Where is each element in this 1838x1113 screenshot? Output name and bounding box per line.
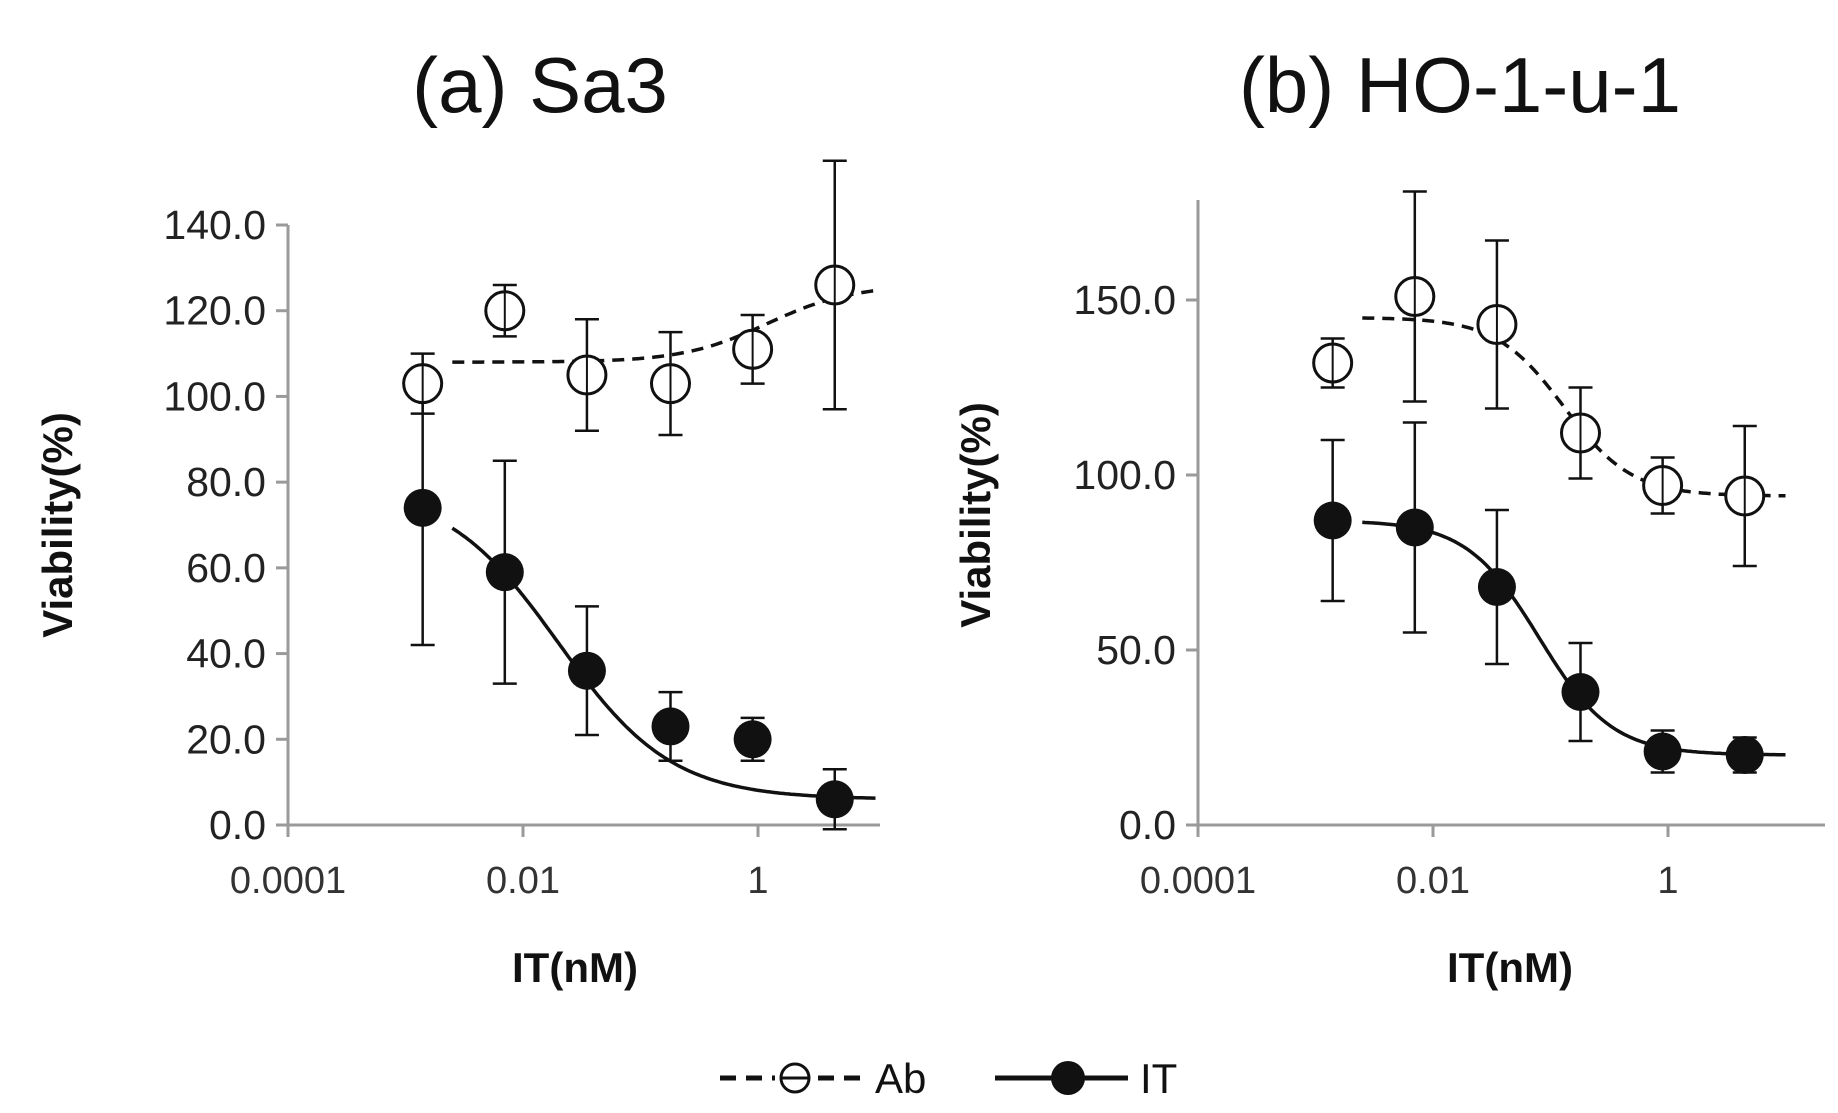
it-data-point [1313,501,1352,540]
it-data-point [1561,673,1600,711]
it-data-point [733,720,772,759]
panel-a-plot-area [402,159,876,831]
y-tick-label: 0.0 [1119,802,1176,848]
panel-a-y-label: Viability(%) [34,412,81,638]
it-data-point [815,780,854,819]
panel-b-x-ticks: 0.0001 0.01 1 [1140,825,1679,902]
x-tick-label: 0.0001 [230,860,346,902]
legend-it-label: IT [1140,1055,1177,1102]
panel-b-plot-area [1312,190,1786,774]
x-tick-label: 1 [1657,860,1678,902]
it-fit-curve [1362,520,1786,757]
panel-a-x-label: IT(nM) [512,944,638,991]
it-fit-curve [451,526,876,800]
legend-ab-label: Ab [875,1055,926,1102]
legend: Ab IT [720,1055,1177,1102]
it-data-point [1477,568,1516,606]
y-tick-label: 60.0 [186,545,266,591]
y-tick-label: 40.0 [186,631,266,677]
x-tick-label: 0.01 [1396,860,1470,902]
panel-b-y-label: Viability(%) [952,402,999,628]
y-tick-label: 150.0 [1073,277,1176,323]
panel-a-title: (a) Sa3 [412,41,668,129]
it-data-point [403,488,442,527]
x-tick-label: 1 [747,860,768,902]
it-data-point [567,651,606,690]
panel-a-sa3: (a) Sa3 0.0 20.0 40.0 60.0 80.0 100.0 120.0 140… [34,41,880,991]
y-tick-label: 100.0 [163,373,266,419]
y-tick-label: 20.0 [186,716,266,762]
y-tick-label: 140.0 [163,202,266,248]
it-data-point [651,707,690,746]
it-data-point [1395,508,1434,547]
it-data-point [1725,736,1764,774]
panel-b-y-ticks: 0.0 50.0 100.0 150.0 [1073,277,1198,848]
ab-fit-curve [452,288,876,364]
y-tick-label: 100.0 [1073,452,1176,498]
legend-it-symbol [995,1061,1128,1095]
y-tick-label: 50.0 [1096,627,1176,673]
panel-b-x-label: IT(nM) [1447,944,1573,991]
panel-a-x-ticks: 0.0001 0.01 1 [230,825,769,902]
legend-ab-symbol [720,1062,865,1094]
y-tick-label: 0.0 [209,802,266,848]
panel-b-title: (b) HO-1-u-1 [1239,41,1681,129]
y-tick-label: 80.0 [186,459,266,505]
x-tick-label: 0.01 [486,860,560,902]
it-data-point [1643,732,1682,771]
y-tick-label: 120.0 [163,288,266,334]
panel-a-y-ticks: 0.0 20.0 40.0 60.0 80.0 100.0 120.0 140.0 [163,202,288,848]
it-data-point [485,553,524,592]
x-tick-label: 0.0001 [1140,860,1256,902]
ab-fit-curve [1362,316,1786,498]
